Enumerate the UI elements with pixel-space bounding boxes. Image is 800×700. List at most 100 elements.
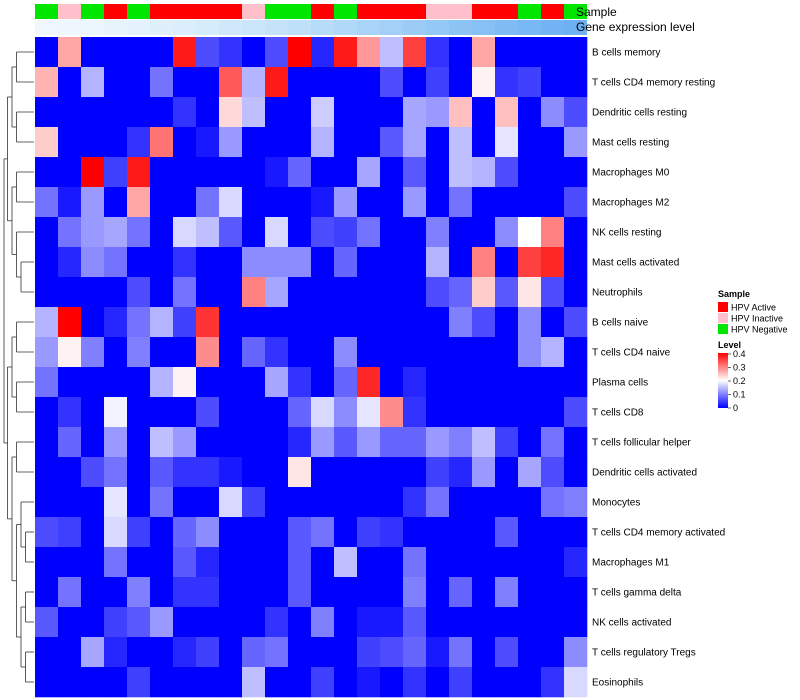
heatmap-cell: [426, 487, 450, 518]
heatmap-cell: [173, 247, 197, 278]
row-label: Macrophages M2: [592, 198, 670, 209]
heatmap-cell: [196, 547, 220, 578]
heatmap-cell: [311, 397, 335, 428]
heatmap-cell: [81, 337, 105, 368]
heatmap-cell: [311, 67, 335, 98]
heatmap-cell: [426, 157, 450, 188]
heatmap-cell: [127, 187, 151, 218]
heatmap-cell: [380, 667, 404, 698]
heatmap-cell: [265, 667, 289, 698]
heatmap-cell: [518, 337, 542, 368]
level-anno-cell: [288, 20, 311, 35]
heatmap-cell: [288, 457, 312, 488]
heatmap-cell: [357, 277, 381, 308]
heatmap-cell: [426, 397, 450, 428]
heatmap-cell: [150, 127, 174, 158]
heatmap-cell: [541, 337, 565, 368]
heatmap-cell: [541, 37, 565, 68]
heatmap-cell: [564, 127, 588, 158]
heatmap-cell: [311, 37, 335, 68]
sample-anno-cell: [380, 4, 403, 19]
heatmap-cell: [81, 127, 105, 158]
heatmap-cell: [403, 397, 427, 428]
sample-legend-label: HPV Inactive: [731, 314, 783, 324]
heatmap-cell: [150, 367, 174, 398]
level-color-bar: [718, 353, 728, 408]
heatmap-cell: [334, 577, 358, 608]
heatmap-cell: [58, 607, 82, 638]
heatmap-cell: [219, 187, 243, 218]
level-anno-cell: [472, 20, 495, 35]
heatmap-cell: [472, 667, 496, 698]
heatmap-cell: [518, 127, 542, 158]
heatmap-cell: [495, 307, 519, 338]
level-anno-cell: [564, 20, 587, 35]
heatmap-cell: [150, 607, 174, 638]
heatmap-cell: [35, 457, 59, 488]
heatmap-cell: [311, 667, 335, 698]
heatmap-cell: [104, 217, 128, 248]
sample-anno-cell: [58, 4, 81, 19]
heatmap-cell: [426, 127, 450, 158]
heatmap-cell: [426, 667, 450, 698]
heatmap-cell: [449, 577, 473, 608]
heatmap-cell: [357, 67, 381, 98]
heatmap-cell: [219, 517, 243, 548]
heatmap-cell: [564, 607, 588, 638]
heatmap-cell: [242, 157, 266, 188]
heatmap-cell: [35, 247, 59, 278]
heatmap-cell: [35, 337, 59, 368]
heatmap-cell: [81, 97, 105, 128]
heatmap-cell: [58, 247, 82, 278]
heatmap-cell: [403, 367, 427, 398]
heatmap-cell: [58, 187, 82, 218]
sample-legend-label: HPV Negative: [731, 325, 788, 335]
heatmap-cell: [357, 157, 381, 188]
heatmap-cell: [173, 277, 197, 308]
heatmap-cell: [518, 667, 542, 698]
heatmap-cell: [403, 247, 427, 278]
heatmap-cell: [173, 487, 197, 518]
level-legend-tick-label: 0.3: [733, 363, 746, 373]
heatmap-cell: [58, 217, 82, 248]
level-anno-cell: [58, 20, 81, 35]
row-label: T cells CD8: [592, 408, 644, 419]
heatmap-cell: [426, 307, 450, 338]
heatmap-cell: [403, 277, 427, 308]
heatmap-cell: [150, 667, 174, 698]
level-anno-cell: [403, 20, 426, 35]
heatmap-cell: [35, 547, 59, 578]
heatmap-cell: [219, 487, 243, 518]
sample-annotation-label: Sample: [576, 5, 617, 19]
heatmap-cell: [403, 427, 427, 458]
heatmap-cell: [58, 367, 82, 398]
heatmap-cell: [58, 517, 82, 548]
heatmap-cell: [564, 277, 588, 308]
heatmap-cell: [334, 337, 358, 368]
heatmap-cell: [242, 397, 266, 428]
heatmap-cell: [265, 337, 289, 368]
heatmap-cell: [219, 427, 243, 458]
heatmap-cell: [449, 547, 473, 578]
heatmap-cell: [58, 97, 82, 128]
heatmap-cell: [472, 127, 496, 158]
heatmap-cell: [472, 97, 496, 128]
heatmap-cell: [311, 307, 335, 338]
heatmap-cell: [564, 517, 588, 548]
heatmap-cell: [127, 67, 151, 98]
heatmap-cell: [495, 217, 519, 248]
heatmap-cell: [173, 547, 197, 578]
heatmap-cell: [472, 427, 496, 458]
heatmap-cell: [196, 577, 220, 608]
heatmap-cell: [104, 157, 128, 188]
row-label: Mast cells resting: [592, 138, 669, 149]
heatmap-cell: [104, 277, 128, 308]
heatmap-cell: [334, 277, 358, 308]
heatmap-cell: [518, 577, 542, 608]
heatmap-cell: [564, 637, 588, 668]
heatmap-cell: [127, 487, 151, 518]
heatmap-cell: [472, 577, 496, 608]
expression-level-annotation-bar: [35, 20, 587, 35]
heatmap-cell: [127, 457, 151, 488]
heatmap-cell: [472, 67, 496, 98]
